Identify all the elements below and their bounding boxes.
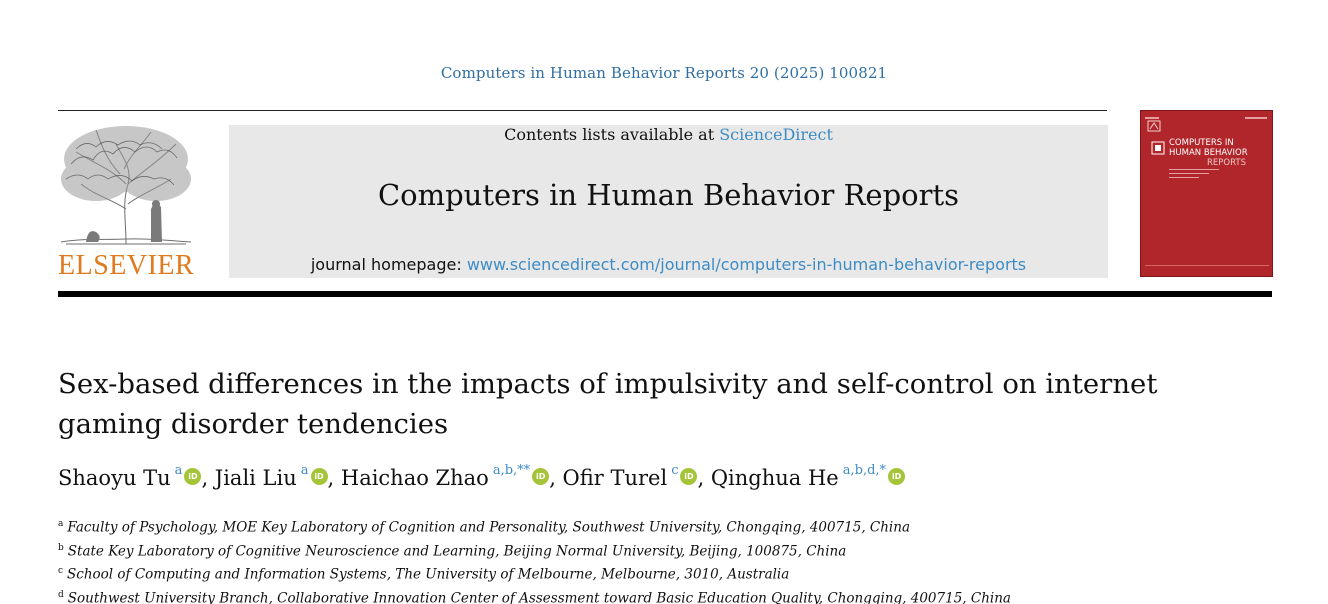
affiliation-label: c	[58, 566, 64, 576]
cover-publisher-icon	[1147, 120, 1161, 132]
cover-bottom-rule	[1145, 265, 1269, 266]
author-separator: ,	[327, 466, 341, 490]
author[interactable]: Haichao Zhao a,b,** iD	[340, 463, 550, 490]
cover-header-marks	[1145, 117, 1267, 119]
author-list: Shaoyu Tu a iD, Jiali Liu a iD, Haichao Zhao…	[58, 463, 1258, 490]
affiliation-label: d	[58, 589, 64, 600]
header-thick-divider	[58, 291, 1272, 297]
cover-emblem-icon	[1151, 141, 1165, 155]
author-name[interactable]: Ofir Turel	[562, 466, 668, 490]
cover-text-lines	[1169, 169, 1219, 178]
author-name[interactable]: Qinghua He	[710, 466, 839, 490]
author[interactable]: Ofir Turel c iD	[562, 463, 698, 490]
homepage-prefix: journal homepage:	[310, 255, 467, 274]
author[interactable]: Jiali Liu a iD	[214, 463, 328, 490]
affiliation-label: a	[58, 519, 64, 529]
orcid-icon[interactable]: iD	[680, 468, 698, 485]
sciencedirect-link[interactable]: ScienceDirect	[719, 125, 833, 144]
author[interactable]: Qinghua He a,b,d,* iD	[710, 463, 906, 490]
author-affiliation-sup[interactable]: a	[174, 463, 183, 478]
author-separator: ,	[549, 466, 563, 490]
affiliation-item: b State Key Laboratory of Cognitive Neuro…	[58, 538, 1258, 562]
author-name[interactable]: Shaoyu Tu	[58, 466, 171, 490]
journal-citation-link[interactable]: Computers in Human Behavior Reports 20 (…	[440, 64, 888, 82]
author-affiliation-sup[interactable]: a,b,**	[492, 463, 531, 478]
cover-title-line2: HUMAN BEHAVIOR	[1169, 148, 1248, 158]
affiliation-text: Faculty of Psychology, MOE Key Laborator…	[67, 519, 910, 536]
author-name[interactable]: Jiali Liu	[214, 466, 297, 490]
journal-title: Computers in Human Behavior Reports	[377, 178, 960, 212]
affiliation-text: School of Computing and Information Syst…	[67, 566, 790, 583]
orcid-icon[interactable]: iD	[888, 468, 906, 485]
contents-prefix: Contents lists available at	[504, 125, 720, 144]
author-name[interactable]: Haichao Zhao	[340, 466, 489, 490]
orcid-icon[interactable]: iD	[532, 468, 550, 485]
author-affiliation-sup[interactable]: a	[300, 463, 309, 478]
affiliation-item: c School of Computing and Information Sys…	[58, 561, 1258, 585]
cover-title-line3: REPORTS	[1207, 158, 1246, 168]
affiliation-text: State Key Laboratory of Cognitive Neuros…	[67, 543, 847, 559]
author[interactable]: Shaoyu Tu a iD	[58, 463, 202, 490]
affiliation-label: b	[58, 542, 64, 553]
elsevier-wordmark: ELSEVIER	[58, 250, 195, 281]
author-separator: ,	[697, 466, 711, 490]
journal-homepage-link[interactable]: www.sciencedirect.com/journal/computers-…	[466, 255, 1027, 274]
elsevier-logo[interactable]: ELSEVIER	[56, 124, 196, 284]
contents-available-line: Contents lists available at ScienceDirec…	[229, 125, 1108, 144]
article-title: Sex-based differences in the impacts of …	[58, 368, 1158, 440]
journal-cover-thumbnail[interactable]: COMPUTERS IN HUMAN BEHAVIOR REPORTS	[1140, 110, 1273, 277]
elsevier-tree-icon	[60, 126, 192, 245]
cover-title: COMPUTERS IN HUMAN BEHAVIOR REPORTS	[1169, 138, 1269, 168]
affiliation-item: a Faculty of Psychology, MOE Key Laborato…	[58, 514, 1258, 538]
journal-homepage-line: journal homepage: www.sciencedirect.com/…	[229, 255, 1108, 274]
author-affiliation-sup[interactable]: c	[671, 463, 679, 478]
orcid-icon[interactable]: iD	[184, 468, 202, 485]
affiliation-item: d Southwest University Branch, Collaborat…	[58, 585, 1258, 604]
affiliation-list: a Faculty of Psychology, MOE Key Laborato…	[58, 514, 1258, 604]
orcid-icon[interactable]: iD	[310, 468, 328, 485]
journal-masthead: Contents lists available at ScienceDirec…	[229, 125, 1108, 278]
top-divider	[58, 110, 1107, 111]
cover-title-line1: COMPUTERS IN	[1169, 138, 1234, 148]
author-separator: ,	[201, 466, 215, 490]
author-affiliation-sup[interactable]: a,b,d,*	[842, 463, 887, 478]
affiliation-text: Southwest University Branch, Collaborati…	[67, 590, 1011, 604]
